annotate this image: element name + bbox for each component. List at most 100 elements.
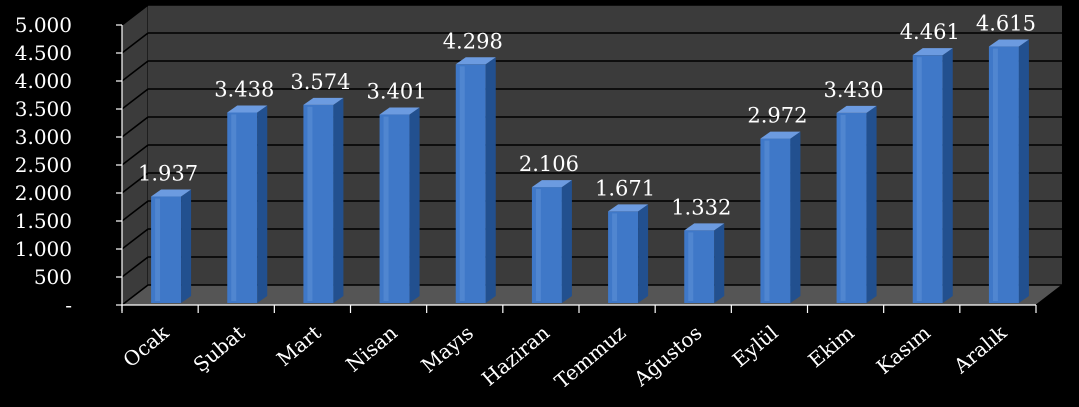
gridline (121, 4, 1062, 26)
bar (303, 97, 344, 303)
data-label: 4.461 (900, 20, 960, 44)
gridline (121, 284, 1062, 306)
y-tick-label: 2.500 (15, 153, 72, 177)
y-tick-label: 5.000 (15, 13, 72, 37)
data-label: 1.332 (671, 195, 731, 219)
y-tick-label: 2.000 (15, 181, 72, 205)
data-label: 1.937 (138, 162, 198, 186)
bar-side (409, 107, 420, 303)
bar-top (379, 107, 420, 115)
bar (988, 39, 1029, 304)
gridline (121, 200, 1062, 222)
bar (379, 107, 420, 303)
x-tick-label: Ekim (803, 320, 858, 372)
bar-side (333, 97, 344, 303)
bar-top (531, 180, 572, 188)
bar-highlight (688, 232, 694, 301)
x-tick-label: Aralık (948, 320, 1011, 379)
bar-side (485, 57, 496, 304)
data-labels: 1.937 3.438 3.574 3.401 4.298 2.106 1.671 1.332… (138, 12, 1036, 220)
y-tick-label: 1.500 (15, 209, 72, 233)
bar-side (1018, 39, 1029, 304)
gridline (121, 172, 1062, 194)
gridline (121, 144, 1062, 166)
bar-highlight (383, 116, 389, 301)
bar-top (760, 131, 801, 139)
y-tick-label: 500 (34, 265, 72, 289)
bar-highlight (840, 114, 846, 301)
data-label: 3.401 (367, 80, 427, 104)
bar (608, 204, 649, 303)
bar (227, 105, 268, 303)
y-tick-label: 4.500 (15, 41, 72, 65)
bar-highlight (535, 189, 541, 301)
bar-highlight (992, 48, 998, 302)
x-tick-label: Şubat (189, 320, 250, 377)
bar (455, 57, 496, 304)
bar-top (151, 189, 192, 197)
gridlines (121, 4, 1062, 306)
bar-highlight (612, 213, 618, 301)
bars (151, 39, 1029, 304)
x-tick-label: Haziran (477, 320, 554, 390)
gridline (121, 116, 1062, 138)
bar-side (257, 105, 268, 303)
x-tick-label: Temmuz (550, 320, 631, 393)
bar-highlight (459, 66, 465, 301)
bar-highlight (155, 198, 161, 301)
bar-top (227, 105, 268, 113)
x-tick-label: Nisan (341, 320, 402, 376)
data-label: 2.106 (519, 152, 579, 176)
data-label: 3.574 (290, 70, 350, 94)
bar-side (866, 105, 877, 303)
bar (151, 189, 192, 303)
data-label: 2.972 (747, 104, 807, 128)
x-tick-label: Ocak (118, 320, 174, 372)
data-label: 4.298 (443, 29, 503, 53)
data-label: 1.671 (595, 176, 655, 200)
bar (760, 131, 801, 303)
bar-top (455, 57, 496, 65)
x-tick-label: Ağustos (628, 320, 706, 391)
gridline (121, 228, 1062, 250)
bar-side (714, 223, 725, 303)
bar-highlight (307, 106, 313, 301)
x-tick-label: Mayıs (416, 320, 478, 377)
gridline (121, 60, 1062, 82)
bar-top (988, 39, 1029, 47)
x-tick-label: Kasım (872, 320, 935, 379)
gridline (121, 88, 1062, 110)
bar (684, 223, 725, 303)
bar-highlight (764, 140, 770, 301)
x-axis: Ocak Şubat Mart Nisan MayısHaziranTemmuzAğus… (118, 304, 1037, 393)
y-tick-label: 1.000 (15, 237, 72, 261)
bar-top (836, 105, 877, 113)
y-tick-label: 3.000 (15, 125, 72, 149)
y-tick-label: 4.000 (15, 69, 72, 93)
data-label: 3.438 (214, 77, 274, 101)
y-tick-label: 3.500 (15, 97, 72, 121)
y-tick-label: - (65, 293, 72, 317)
bar-side (181, 189, 192, 303)
data-label: 3.430 (824, 78, 884, 102)
x-tick-label: Mart (272, 320, 326, 371)
data-label: 4.615 (976, 12, 1036, 36)
bar-top (608, 204, 649, 212)
x-tick-label: Eylül (728, 320, 783, 372)
bar (531, 180, 572, 303)
bar-top (912, 48, 953, 56)
gridline (121, 32, 1062, 54)
bar-side (638, 204, 649, 303)
y-axis: - 500 1.000 1.500 2.000 2.500 3.000 3.500 4.000 4… (15, 13, 123, 317)
bar-highlight (231, 114, 237, 301)
bar-side (942, 48, 953, 304)
bar (912, 48, 953, 304)
bar-top (684, 223, 725, 231)
bar-highlight (916, 57, 922, 302)
bar-side (561, 180, 572, 303)
bar (836, 105, 877, 303)
bar-side (790, 131, 801, 303)
bar-top (303, 97, 344, 105)
gridline (121, 256, 1062, 278)
